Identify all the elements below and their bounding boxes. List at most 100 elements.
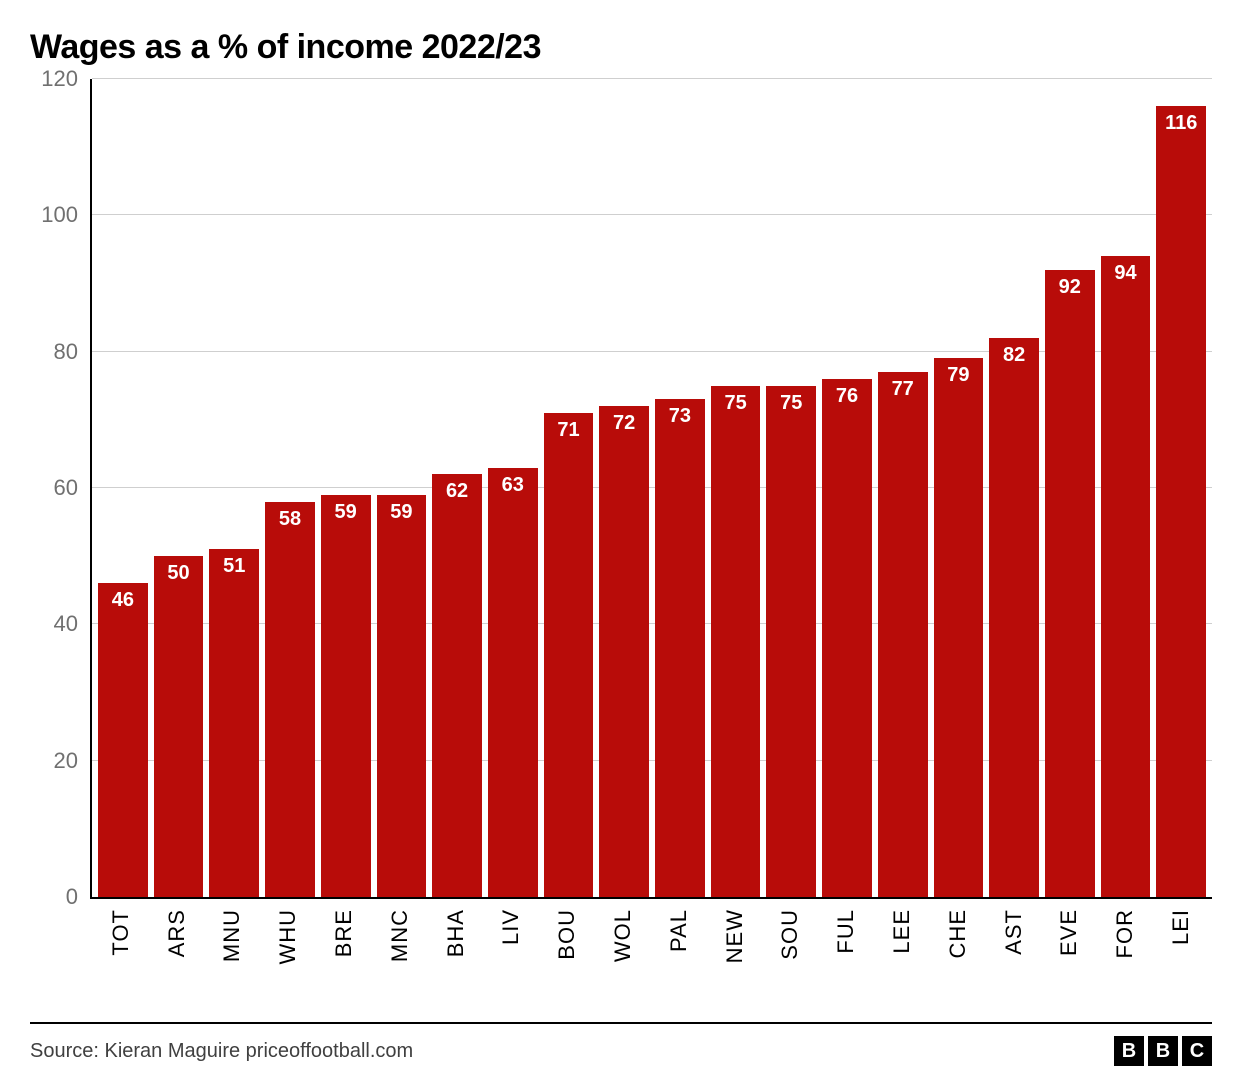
source-text: Source: Kieran Maguire priceoffootball.c… — [30, 1040, 413, 1063]
bar-value-label: 75 — [724, 392, 746, 415]
bbc-logo-box: B — [1148, 1036, 1178, 1066]
chart-container: Wages as a % of income 2022/23 46 50 51 58 5… — [0, 0, 1242, 1088]
x-axis-label: EVE — [1056, 909, 1082, 956]
xlabel-slot: LIV — [487, 909, 537, 989]
bar-value-label: 46 — [112, 589, 134, 612]
x-axis-label: AST — [1001, 909, 1027, 955]
bar-slot: 58 — [265, 79, 315, 897]
x-axis-label: MNC — [387, 909, 413, 962]
plot-area: 4650515859596263717273757576777982929411… — [90, 79, 1212, 899]
bar-value-label: 71 — [557, 419, 579, 442]
x-axis-label: LEI — [1168, 909, 1194, 945]
bar-slot: 76 — [822, 79, 872, 897]
xlabel-slot: SOU — [766, 909, 816, 989]
ytick-label: 60 — [54, 475, 92, 501]
bar-value-label: 63 — [502, 474, 524, 497]
bar: 94 — [1101, 256, 1151, 897]
xlabel-slot: MNC — [375, 909, 425, 989]
bar-slot: 77 — [878, 79, 928, 897]
x-axis-label: BRE — [331, 909, 357, 957]
xlabel-slot: FOR — [1100, 909, 1150, 989]
bar-value-label: 92 — [1059, 276, 1081, 299]
xlabel-slot: BHA — [431, 909, 481, 989]
bar: 63 — [488, 468, 538, 897]
x-axis-label: FUL — [833, 909, 859, 954]
bbc-logo-box: C — [1182, 1036, 1212, 1066]
ytick-label: 80 — [54, 339, 92, 365]
xlabel-slot: WHU — [263, 909, 313, 989]
bar: 59 — [377, 495, 427, 897]
x-axis-label: ARS — [164, 909, 190, 957]
bar-slot: 79 — [934, 79, 984, 897]
x-axis-label: LIV — [498, 909, 524, 945]
bar-slot: 72 — [599, 79, 649, 897]
bar-slot: 62 — [432, 79, 482, 897]
bar-value-label: 116 — [1165, 112, 1197, 135]
bar-value-label: 76 — [836, 385, 858, 408]
x-axis-label: BOU — [554, 909, 580, 960]
bar-slot: 50 — [154, 79, 204, 897]
x-axis-label: FOR — [1112, 909, 1138, 958]
bar: 62 — [432, 474, 482, 897]
bar-slot: 63 — [488, 79, 538, 897]
xlabel-slot: MNU — [208, 909, 258, 989]
x-axis-label: LEE — [889, 909, 915, 954]
ytick-label: 40 — [54, 611, 92, 637]
ytick-label: 120 — [41, 66, 92, 92]
bar: 73 — [655, 399, 705, 897]
bar-slot: 75 — [711, 79, 761, 897]
bar-slot: 75 — [766, 79, 816, 897]
xlabel-slot: BOU — [542, 909, 592, 989]
bar: 46 — [98, 583, 148, 897]
bar: 51 — [209, 549, 259, 897]
xlabel-slot: BRE — [319, 909, 369, 989]
xlabel-slot: EVE — [1045, 909, 1095, 989]
xlabel-slot: NEW — [710, 909, 760, 989]
xlabel-slot: LEE — [877, 909, 927, 989]
plot-wrap: 4650515859596263717273757576777982929411… — [30, 79, 1212, 989]
bar-slot: 94 — [1101, 79, 1151, 897]
bar-value-label: 79 — [947, 364, 969, 387]
bar-value-label: 94 — [1114, 262, 1136, 285]
bbc-logo-box: B — [1114, 1036, 1144, 1066]
xlabel-slot: WOL — [598, 909, 648, 989]
footer-row: Source: Kieran Maguire priceoffootball.c… — [30, 1036, 1212, 1066]
bar: 79 — [934, 358, 984, 897]
bar-slot: 46 — [98, 79, 148, 897]
bar-slot: 59 — [377, 79, 427, 897]
bar-value-label: 58 — [279, 508, 301, 531]
bar: 92 — [1045, 270, 1095, 897]
xlabel-slot: ARS — [152, 909, 202, 989]
bar: 75 — [766, 386, 816, 897]
x-axis-label: BHA — [443, 909, 469, 957]
ytick-label: 100 — [41, 202, 92, 228]
bar: 59 — [321, 495, 371, 897]
bar: 50 — [154, 556, 204, 897]
bar-value-label: 73 — [669, 405, 691, 428]
ytick-label: 20 — [54, 748, 92, 774]
xlabel-slot: LEI — [1156, 909, 1206, 989]
x-axis-label: WHU — [275, 909, 301, 965]
bbc-logo: BBC — [1114, 1036, 1212, 1066]
bar-value-label: 50 — [167, 562, 189, 585]
bar-slot: 51 — [209, 79, 259, 897]
bar: 71 — [544, 413, 594, 897]
xlabel-slot: PAL — [654, 909, 704, 989]
bar-value-label: 59 — [390, 501, 412, 524]
bar-value-label: 72 — [613, 412, 635, 435]
bar: 76 — [822, 379, 872, 897]
bar-slot: 73 — [655, 79, 705, 897]
x-axis-label: MNU — [219, 909, 245, 962]
bar: 75 — [711, 386, 761, 897]
bar-slot: 71 — [544, 79, 594, 897]
xlabel-slot: AST — [989, 909, 1039, 989]
bar-value-label: 82 — [1003, 344, 1025, 367]
x-axis-label: CHE — [945, 909, 971, 958]
bar-value-label: 77 — [892, 378, 914, 401]
chart-title: Wages as a % of income 2022/23 — [30, 28, 1212, 67]
x-axis-label: SOU — [777, 909, 803, 960]
xlabel-slot: TOT — [96, 909, 146, 989]
bar-slot: 92 — [1045, 79, 1095, 897]
footer-rule — [30, 1022, 1212, 1024]
bar: 82 — [989, 338, 1039, 897]
